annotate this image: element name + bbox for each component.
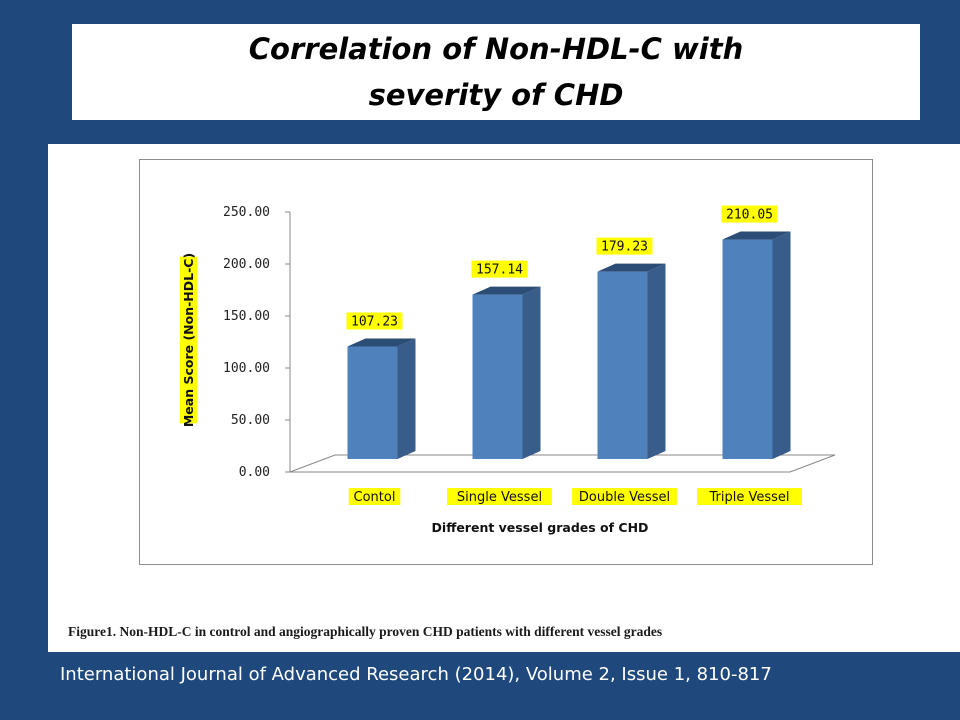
y-tick-label: 50.00 bbox=[231, 413, 270, 428]
data-label: 157.14 bbox=[476, 263, 523, 278]
y-axis-title-highlight bbox=[180, 256, 197, 424]
y-tick-label: 100.00 bbox=[223, 361, 270, 376]
bar-top bbox=[472, 286, 541, 295]
slide-title-line-1: Correlation of Non-HDL-C with bbox=[248, 32, 744, 66]
bar-side bbox=[522, 286, 541, 459]
bar-top bbox=[347, 338, 416, 347]
data-label: 179.23 bbox=[601, 240, 648, 255]
chart-floor bbox=[289, 454, 836, 473]
y-tick-label: 150.00 bbox=[223, 309, 270, 324]
category-label-highlight bbox=[572, 488, 677, 505]
category-label-highlight bbox=[348, 488, 401, 505]
data-label: 210.05 bbox=[726, 208, 773, 223]
bar-chart: 0.00 50.00 100.00 150.00 200.00 250.00 107.23 C… bbox=[180, 205, 836, 535]
bar bbox=[472, 294, 523, 459]
y-tick-label: 200.00 bbox=[223, 257, 270, 272]
data-label-highlight bbox=[721, 205, 778, 223]
x-tick-label: Double Vessel bbox=[579, 490, 670, 505]
bar-side bbox=[772, 231, 791, 459]
figure-panel: 0.00 50.00 100.00 150.00 200.00 250.00 107.23 C… bbox=[48, 144, 960, 652]
slide-title-line-2: severity of CHD bbox=[368, 78, 624, 112]
figure-caption: Figure1. Non-HDL-C in control and angiog… bbox=[68, 624, 663, 639]
bar bbox=[347, 346, 398, 459]
y-axis-title: Mean Score (Non-HDL-C) bbox=[181, 253, 196, 427]
bar-side bbox=[397, 338, 416, 459]
slide-title: Correlation of Non-HDL-C with severity o… bbox=[72, 24, 920, 120]
bar-top bbox=[722, 231, 791, 240]
data-label: 107.23 bbox=[351, 314, 398, 329]
bar bbox=[722, 239, 773, 459]
y-tick-label: 0.00 bbox=[239, 465, 270, 480]
chart-frame: 0.00 50.00 100.00 150.00 200.00 250.00 107.23 C… bbox=[139, 159, 873, 565]
x-axis-title: Different vessel grades of CHD bbox=[432, 520, 649, 535]
bar-top bbox=[597, 263, 666, 272]
data-label-highlight bbox=[596, 237, 653, 255]
data-label-highlight bbox=[471, 260, 528, 278]
category-label-highlight bbox=[447, 488, 552, 505]
citation-text: International Journal of Advanced Resear… bbox=[60, 664, 772, 685]
y-tick-label: 250.00 bbox=[223, 205, 270, 220]
bar-side bbox=[647, 263, 666, 459]
data-label-highlight bbox=[346, 312, 403, 330]
x-tick-label: Triple Vessel bbox=[708, 490, 789, 505]
x-tick-label: Single Vessel bbox=[457, 490, 542, 505]
bar bbox=[597, 271, 648, 459]
category-label-highlight bbox=[697, 488, 802, 505]
x-tick-label: Contol bbox=[354, 490, 396, 505]
